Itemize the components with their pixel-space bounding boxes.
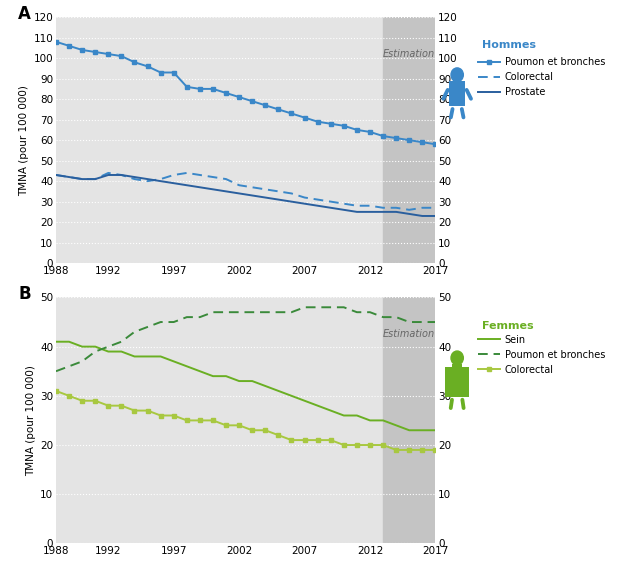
Bar [383,17,435,263]
Text: Femmes: Femmes [482,321,534,331]
Text: B: B [18,285,30,303]
Legend: Poumon et bronches, Colorectal, Prostate: Poumon et bronches, Colorectal, Prostate [475,53,609,101]
Y-axis label: TMNA (pour 100 000): TMNA (pour 100 000) [26,365,36,476]
Legend: Sein, Poumon et bronches, Colorectal: Sein, Poumon et bronches, Colorectal [475,331,609,379]
Y-axis label: TMNA (pour 100 000): TMNA (pour 100 000) [19,85,29,196]
Bar [383,297,435,543]
Text: A: A [18,5,31,23]
Text: Estimation: Estimation [383,329,435,339]
Text: Hommes: Hommes [482,40,536,50]
Text: Estimation: Estimation [383,49,435,59]
